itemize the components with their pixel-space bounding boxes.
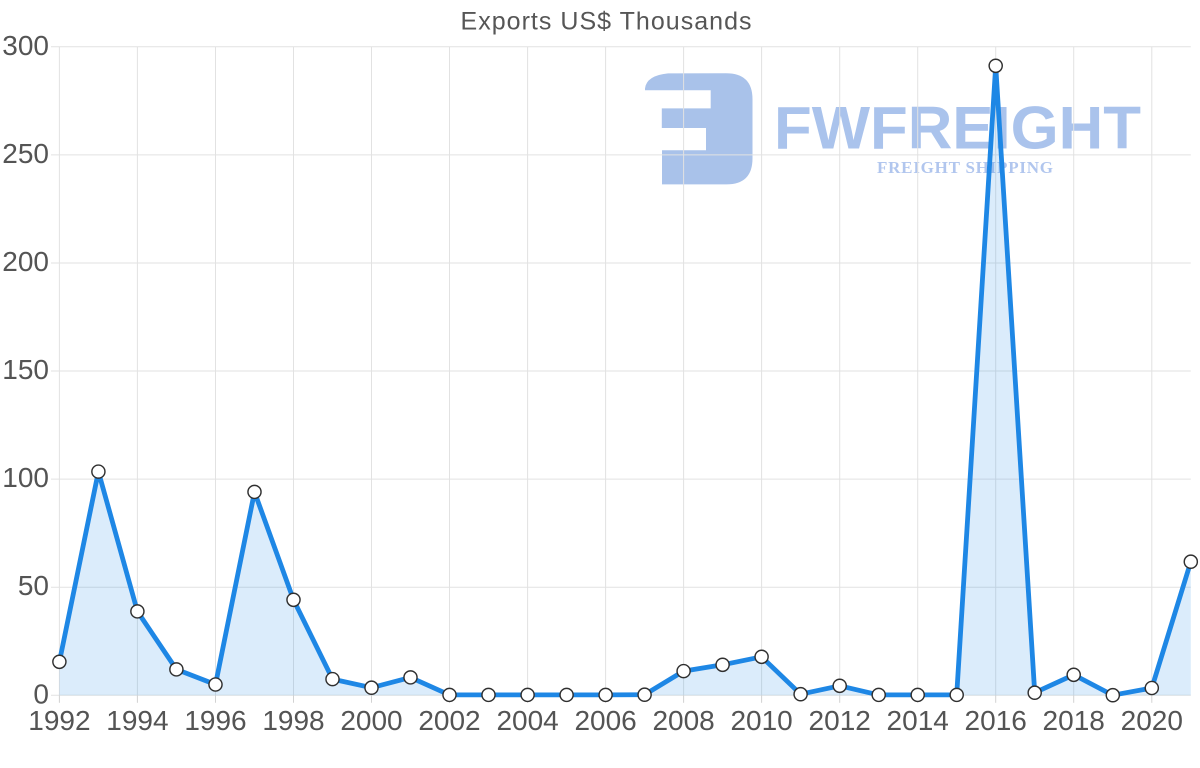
svg-text:2004: 2004 bbox=[496, 705, 558, 736]
svg-text:0: 0 bbox=[33, 678, 49, 709]
svg-text:2012: 2012 bbox=[809, 705, 871, 736]
svg-text:100: 100 bbox=[2, 462, 49, 493]
svg-text:2006: 2006 bbox=[574, 705, 636, 736]
svg-text:50: 50 bbox=[18, 570, 49, 601]
svg-text:200: 200 bbox=[2, 246, 49, 277]
svg-text:2020: 2020 bbox=[1121, 705, 1183, 736]
svg-text:2010: 2010 bbox=[730, 705, 792, 736]
svg-text:250: 250 bbox=[2, 138, 49, 169]
svg-text:FREIGHT SHIPPING: FREIGHT SHIPPING bbox=[877, 158, 1053, 177]
svg-text:1998: 1998 bbox=[262, 705, 324, 736]
svg-text:2018: 2018 bbox=[1043, 705, 1105, 736]
svg-text:FWFREIGHT: FWFREIGHT bbox=[774, 95, 1141, 162]
svg-text:2014: 2014 bbox=[887, 705, 949, 736]
svg-text:2000: 2000 bbox=[340, 705, 402, 736]
svg-text:Exports US$ Thousands: Exports US$ Thousands bbox=[461, 8, 752, 36]
svg-text:150: 150 bbox=[2, 354, 49, 385]
svg-text:1992: 1992 bbox=[28, 705, 90, 736]
svg-text:300: 300 bbox=[2, 30, 49, 61]
svg-text:2016: 2016 bbox=[965, 705, 1027, 736]
svg-text:2002: 2002 bbox=[418, 705, 480, 736]
svg-text:1994: 1994 bbox=[106, 705, 168, 736]
svg-text:2008: 2008 bbox=[652, 705, 714, 736]
svg-text:1996: 1996 bbox=[184, 705, 246, 736]
